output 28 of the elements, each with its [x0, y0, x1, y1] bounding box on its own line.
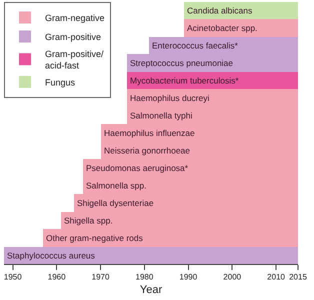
x-tick-label: 2000: [223, 272, 242, 282]
legend-label: Gram-positive/ acid-fast: [45, 48, 104, 71]
x-tick-label: 1960: [48, 272, 66, 282]
y-tick-label: Haemophilus ducreyi: [130, 93, 210, 103]
y-tick-label: Shigella dysenteriae: [77, 198, 154, 208]
x-tick-label: 1990: [179, 272, 198, 282]
legend-label: Fungus: [45, 77, 76, 88]
x-tick-label: 1980: [136, 272, 154, 282]
y-tick-label: Salmonella typhi: [130, 110, 192, 120]
y-tick-label: Enterococcus faecalis*: [152, 40, 239, 50]
y-tick-label: Salmonella spp.: [86, 180, 146, 190]
x-tick-label: 1970: [92, 272, 110, 282]
legend-label: Gram-positive: [45, 32, 102, 42]
x-axis-title: Year: [140, 284, 162, 296]
y-tick-label: Pseudomonas aeruginosa*: [86, 163, 189, 173]
x-tick-label: 1950: [4, 272, 22, 282]
y-tick-label: Haemophilus influenzae: [104, 128, 195, 138]
legend-label: Gram-negative: [45, 13, 105, 24]
x-tick-label: 2010: [267, 272, 286, 282]
y-tick-label: Other gram-negative rods: [46, 233, 143, 243]
y-tick-label: Mycobacterium tuberculosis*: [130, 76, 240, 86]
y-tick-label: Neisseria gonorrhoeae: [104, 146, 190, 156]
y-tick-label: Streptococcus pneumoniae: [130, 58, 234, 68]
y-tick-label: Candida albicans: [187, 6, 252, 16]
y-tick-label: Shigella spp.: [64, 216, 113, 226]
x-tick-label: 2015: [289, 272, 308, 282]
y-tick-label: Staphylococcus aureus: [7, 250, 95, 260]
y-tick-label: Acinetobacter spp.: [187, 23, 258, 33]
